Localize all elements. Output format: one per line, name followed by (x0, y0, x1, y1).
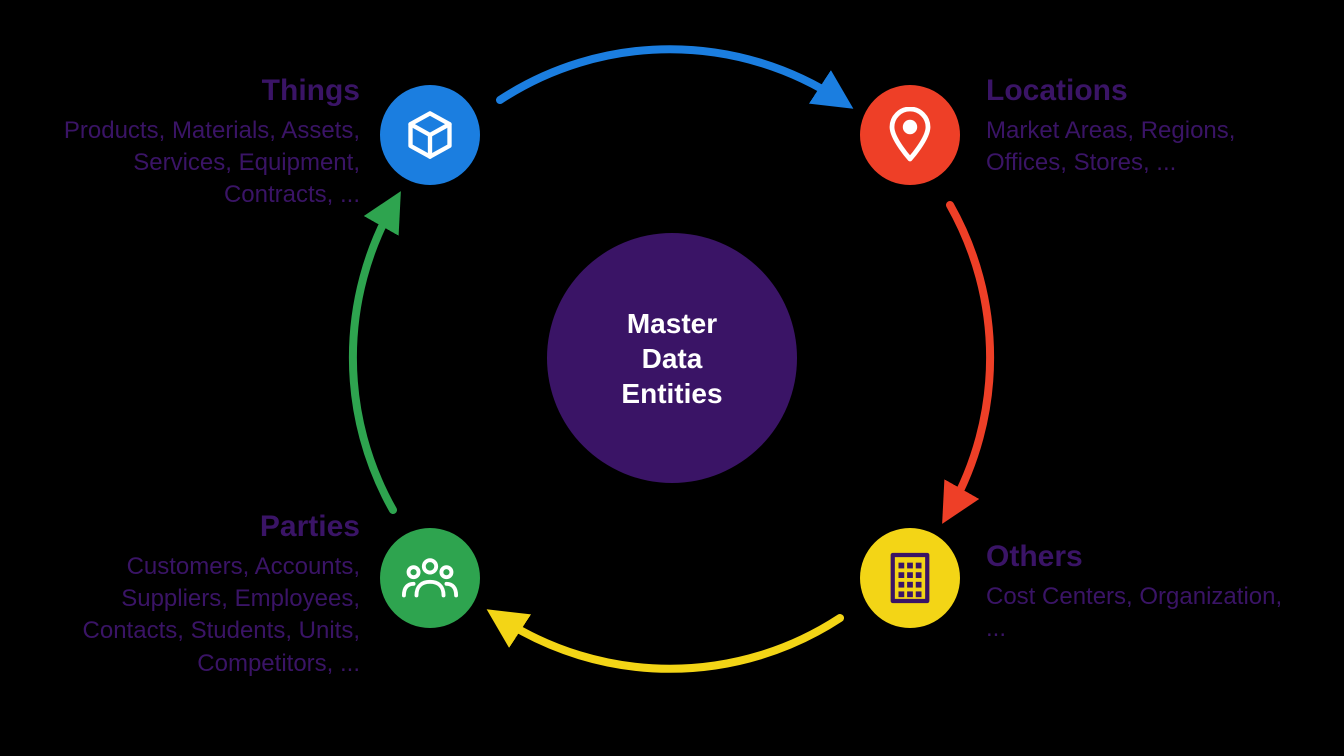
center-line2: Data (642, 343, 703, 374)
label-locations: Locations Market Areas, Regions, Offices… (986, 74, 1286, 179)
node-locations (860, 85, 960, 185)
center-label: Master Data Entities (621, 306, 722, 411)
arrow-parties-to-things (353, 205, 393, 510)
arrow-locations-to-others (950, 205, 990, 510)
master-data-cycle-diagram: Master Data Entities Things Products, Ma… (0, 0, 1344, 756)
node-parties (380, 528, 480, 628)
label-things: Things Products, Materials, Assets, Serv… (60, 74, 360, 212)
people-icon (401, 556, 459, 600)
title-others: Others (986, 540, 1286, 575)
title-locations: Locations (986, 74, 1286, 109)
desc-others: Cost Centers, Organization, ... (986, 581, 1286, 646)
arrow-others-to-parties (500, 618, 840, 669)
pin-icon (885, 107, 935, 163)
node-things (380, 85, 480, 185)
building-icon (887, 551, 933, 605)
title-things: Things (60, 74, 360, 109)
node-others (860, 528, 960, 628)
desc-things: Products, Materials, Assets, Services, E… (60, 115, 360, 212)
arrow-things-to-locations (500, 49, 840, 100)
desc-locations: Market Areas, Regions, Offices, Stores, … (986, 115, 1286, 180)
desc-parties: Customers, Accounts, Suppliers, Employee… (60, 551, 360, 681)
center-line1: Master (627, 308, 717, 339)
label-parties: Parties Customers, Accounts, Suppliers, … (60, 510, 360, 680)
cube-icon (404, 109, 456, 161)
label-others: Others Cost Centers, Organization, ... (986, 540, 1286, 645)
title-parties: Parties (60, 510, 360, 545)
center-line3: Entities (621, 378, 722, 409)
center-circle: Master Data Entities (547, 233, 797, 483)
